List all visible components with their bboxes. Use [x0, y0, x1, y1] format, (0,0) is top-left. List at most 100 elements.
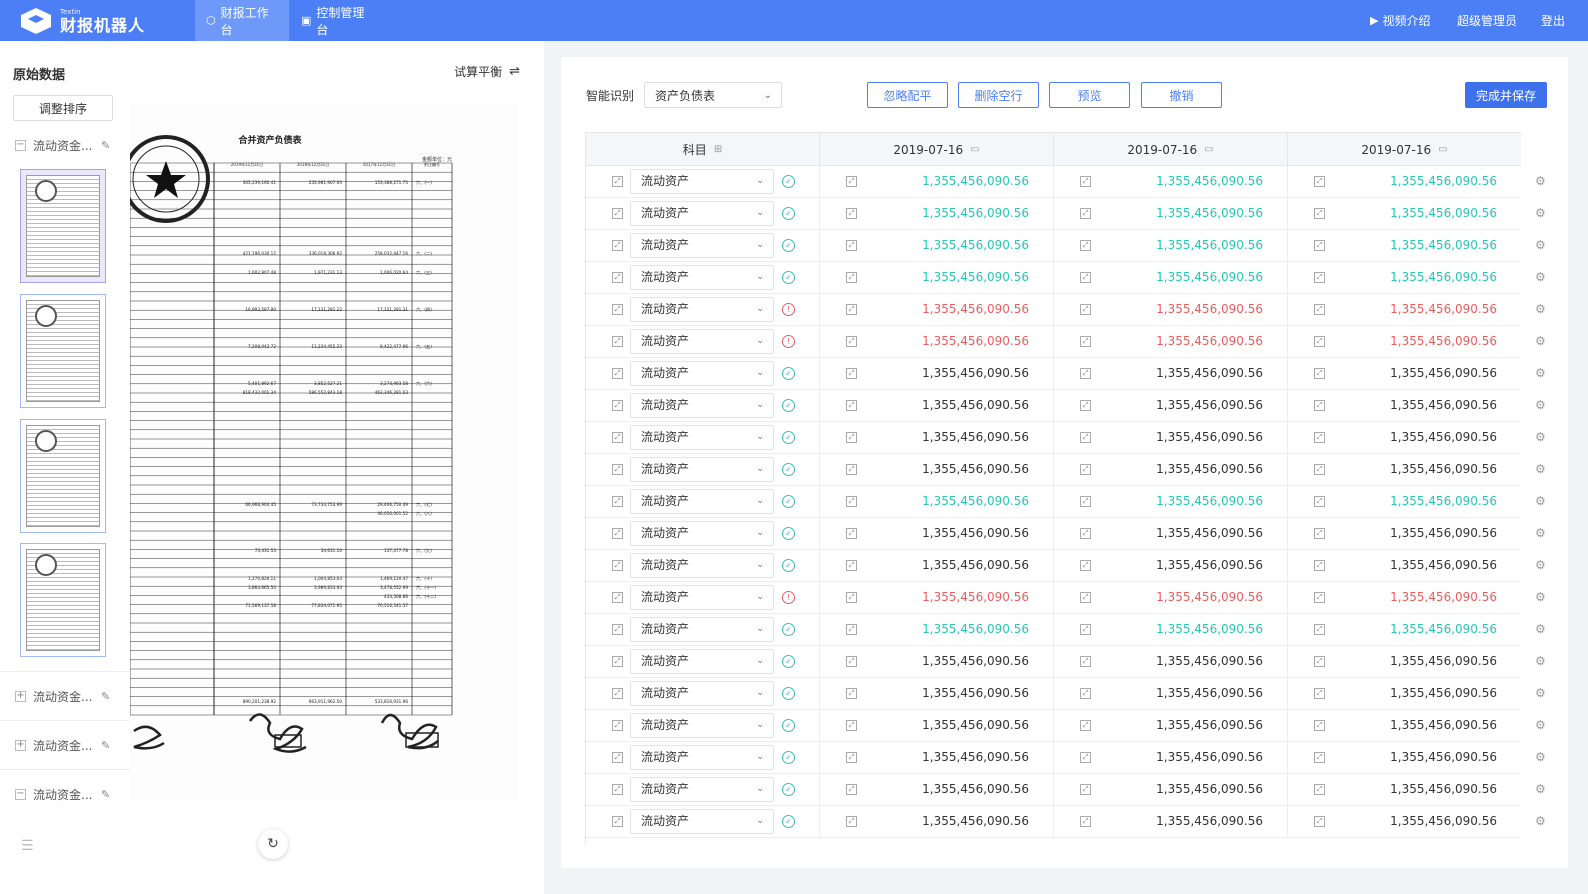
- amount-value[interactable]: 1,355,456,090.56: [922, 750, 1029, 764]
- expand-square-icon[interactable]: ⤢: [1080, 464, 1091, 475]
- amount-value[interactable]: 1,355,456,090.56: [1390, 206, 1497, 220]
- amount-value[interactable]: 1,355,456,090.56: [1156, 750, 1263, 764]
- expand-square-icon[interactable]: ⤢: [1314, 560, 1325, 571]
- expand-square-icon[interactable]: ⤢: [1080, 400, 1091, 411]
- expand-square-icon[interactable]: ⤢: [846, 176, 857, 187]
- amount-value[interactable]: 1,355,456,090.56: [1390, 398, 1497, 412]
- edit-pencil-icon[interactable]: ✎: [101, 738, 111, 752]
- row-settings-gear-icon[interactable]: ⚙: [1535, 398, 1546, 412]
- delete-empty-rows-button[interactable]: 删除空行: [958, 82, 1039, 108]
- expand-square-icon[interactable]: ⤢: [612, 784, 623, 795]
- amount-value[interactable]: 1,355,456,090.56: [1156, 462, 1263, 476]
- page-thumbnail-3[interactable]: [20, 419, 106, 533]
- amount-value[interactable]: 1,355,456,090.56: [1156, 238, 1263, 252]
- row-settings-gear-icon[interactable]: ⚙: [1535, 750, 1546, 764]
- amount-value[interactable]: 1,355,456,090.56: [1156, 302, 1263, 316]
- expand-square-icon[interactable]: ⤢: [612, 464, 623, 475]
- expand-square-icon[interactable]: ⤢: [612, 688, 623, 699]
- amount-value[interactable]: 1,355,456,090.56: [1156, 814, 1263, 828]
- amount-value[interactable]: 1,355,456,090.56: [1390, 334, 1497, 348]
- subject-select[interactable]: 流动资产 ⌄: [630, 745, 774, 770]
- amount-value[interactable]: 1,355,456,090.56: [1156, 590, 1263, 604]
- amount-value[interactable]: 1,355,456,090.56: [1390, 782, 1497, 796]
- amount-value[interactable]: 1,355,456,090.56: [922, 718, 1029, 732]
- row-settings-gear-icon[interactable]: ⚙: [1535, 526, 1546, 540]
- expand-square-icon[interactable]: ⤢: [846, 400, 857, 411]
- row-settings-gear-icon[interactable]: ⚙: [1535, 622, 1546, 636]
- amount-value[interactable]: 1,355,456,090.56: [1156, 622, 1263, 636]
- amount-value[interactable]: 1,355,456,090.56: [922, 462, 1029, 476]
- amount-value[interactable]: 1,355,456,090.56: [1390, 558, 1497, 572]
- amount-value[interactable]: 1,355,456,090.56: [1156, 398, 1263, 412]
- expand-square-icon[interactable]: ⤢: [1080, 656, 1091, 667]
- amount-value[interactable]: 1,355,456,090.56: [1390, 494, 1497, 508]
- expand-square-icon[interactable]: ⤢: [612, 432, 623, 443]
- scanned-document[interactable]: 合并资产负债表 金额单位：元 2019年12月31日 2018年12月31日 201…: [130, 103, 519, 802]
- expand-square-icon[interactable]: ⤢: [612, 816, 623, 827]
- amount-value[interactable]: 1,355,456,090.56: [1156, 654, 1263, 668]
- expand-square-icon[interactable]: ⤢: [1080, 240, 1091, 251]
- expand-square-icon[interactable]: ⤢: [612, 208, 623, 219]
- subject-select[interactable]: 流动资产 ⌄: [630, 809, 774, 834]
- expand-square-icon[interactable]: ⤢: [1314, 464, 1325, 475]
- collapse-icon[interactable]: −: [15, 788, 26, 800]
- amount-value[interactable]: 1,355,456,090.56: [922, 494, 1029, 508]
- subject-select[interactable]: 流动资产 ⌄: [630, 649, 774, 674]
- expand-square-icon[interactable]: ⤢: [1314, 304, 1325, 315]
- amount-value[interactable]: 1,355,456,090.56: [1156, 270, 1263, 284]
- expand-square-icon[interactable]: ⤢: [846, 720, 857, 731]
- expand-square-icon[interactable]: ⤢: [1314, 592, 1325, 603]
- amount-value[interactable]: 1,355,456,090.56: [1390, 366, 1497, 380]
- page-thumbnail-4[interactable]: [20, 543, 106, 657]
- amount-value[interactable]: 1,355,456,090.56: [1156, 526, 1263, 540]
- subject-select[interactable]: 流动资产 ⌄: [630, 425, 774, 450]
- expand-square-icon[interactable]: ⤢: [846, 752, 857, 763]
- subject-select[interactable]: 流动资产 ⌄: [630, 329, 774, 354]
- edit-pencil-icon[interactable]: ✎: [101, 787, 111, 801]
- expand-square-icon[interactable]: ⤢: [612, 336, 623, 347]
- subject-select[interactable]: 流动资产 ⌄: [630, 265, 774, 290]
- amount-value[interactable]: 1,355,456,090.56: [922, 782, 1029, 796]
- expand-square-icon[interactable]: ⤢: [1080, 304, 1091, 315]
- expand-square-icon[interactable]: ⤢: [846, 528, 857, 539]
- expand-square-icon[interactable]: ⤢: [1314, 400, 1325, 411]
- subject-select[interactable]: 流动资产 ⌄: [630, 553, 774, 578]
- amount-value[interactable]: 1,355,456,090.56: [1390, 270, 1497, 284]
- amount-value[interactable]: 1,355,456,090.56: [1156, 782, 1263, 796]
- expand-square-icon[interactable]: ⤢: [1314, 368, 1325, 379]
- preview-button[interactable]: 预览: [1049, 82, 1130, 108]
- document-type-select[interactable]: 资产负债表 ⌄: [644, 82, 782, 108]
- expand-square-icon[interactable]: ⤢: [846, 656, 857, 667]
- expand-square-icon[interactable]: ⤢: [846, 816, 857, 827]
- expand-square-icon[interactable]: ⤢: [1314, 656, 1325, 667]
- subject-select[interactable]: 流动资产 ⌄: [630, 585, 774, 610]
- page-thumbnail-2[interactable]: [20, 294, 106, 408]
- subject-select[interactable]: 流动资产 ⌄: [630, 233, 774, 258]
- expand-square-icon[interactable]: ⤢: [846, 592, 857, 603]
- expand-square-icon[interactable]: ⤢: [1314, 208, 1325, 219]
- amount-value[interactable]: 1,355,456,090.56: [1156, 686, 1263, 700]
- amount-value[interactable]: 1,355,456,090.56: [1390, 686, 1497, 700]
- expand-square-icon[interactable]: ⤢: [612, 304, 623, 315]
- expand-square-icon[interactable]: ⤢: [1314, 816, 1325, 827]
- expand-square-icon[interactable]: ⤢: [846, 464, 857, 475]
- app-logo[interactable]: Textin 财报机器人: [20, 6, 145, 36]
- expand-square-icon[interactable]: ⤢: [1314, 176, 1325, 187]
- expand-square-icon[interactable]: ⤢: [1080, 496, 1091, 507]
- subject-select[interactable]: 流动资产 ⌄: [630, 681, 774, 706]
- sidebar-group-1[interactable]: − 流动资金... ✎: [0, 121, 130, 169]
- expand-square-icon[interactable]: ⤢: [612, 560, 623, 571]
- add-column-icon[interactable]: ⊞: [713, 144, 723, 155]
- amount-value[interactable]: 1,355,456,090.56: [1156, 366, 1263, 380]
- expand-square-icon[interactable]: ⤢: [1314, 528, 1325, 539]
- expand-square-icon[interactable]: ⤢: [846, 784, 857, 795]
- expand-square-icon[interactable]: ⤢: [846, 336, 857, 347]
- row-settings-gear-icon[interactable]: ⚙: [1535, 302, 1546, 316]
- expand-square-icon[interactable]: ⤢: [612, 272, 623, 283]
- subject-select[interactable]: 流动资产 ⌄: [630, 393, 774, 418]
- expand-square-icon[interactable]: ⤢: [1314, 624, 1325, 635]
- amount-value[interactable]: 1,355,456,090.56: [1390, 462, 1497, 476]
- amount-value[interactable]: 1,355,456,090.56: [922, 814, 1029, 828]
- subject-select[interactable]: 流动资产 ⌄: [630, 521, 774, 546]
- amount-value[interactable]: 1,355,456,090.56: [1156, 334, 1263, 348]
